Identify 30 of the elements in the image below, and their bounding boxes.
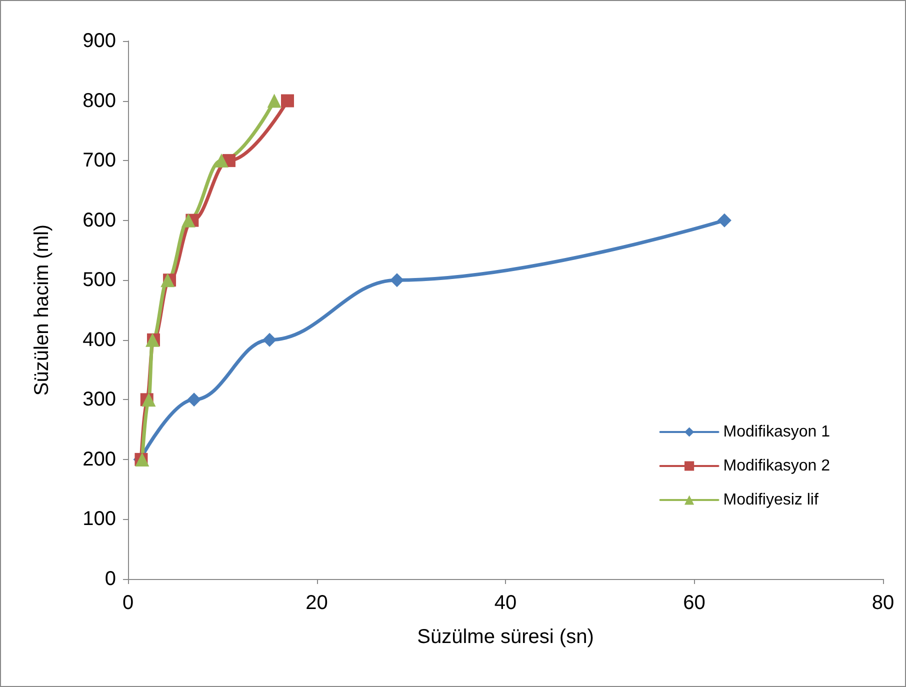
point — [181, 213, 196, 228]
x-tick-label: 20 — [306, 592, 328, 614]
y-tick-label: 800 — [82, 90, 116, 112]
point — [280, 94, 294, 108]
y-tick-label: 100 — [82, 508, 116, 530]
y-tick-label: 700 — [82, 150, 116, 172]
point — [717, 213, 732, 228]
x-tick-label: 80 — [872, 592, 894, 614]
point — [142, 392, 156, 407]
point — [390, 273, 404, 288]
legend-label: Modifikasyon 2 — [723, 458, 830, 474]
point — [267, 94, 282, 108]
y-tick-label: 400 — [82, 328, 116, 351]
point — [160, 273, 175, 288]
y-tick-label: 300 — [82, 388, 116, 411]
y-tick-label: 900 — [82, 30, 116, 52]
x-tick-label: 0 — [122, 592, 134, 614]
y-tick-label: 600 — [82, 209, 116, 232]
point — [187, 392, 202, 407]
x-tick-label: 60 — [683, 592, 706, 614]
x-axis-title: Süzülme süresi (sn) — [417, 626, 594, 648]
legend-label: Modifikasyon 1 — [723, 424, 830, 440]
x-tick-label: 40 — [494, 592, 517, 614]
point — [262, 332, 277, 347]
y-axis-title: Süzülen hacim (ml) — [31, 224, 53, 396]
y-tick-label: 200 — [82, 448, 116, 470]
point — [214, 154, 228, 168]
y-tick-label: 0 — [104, 568, 116, 590]
legend-label: Modifiyesiz lif — [723, 492, 819, 508]
y-tick-label: 500 — [82, 269, 116, 292]
